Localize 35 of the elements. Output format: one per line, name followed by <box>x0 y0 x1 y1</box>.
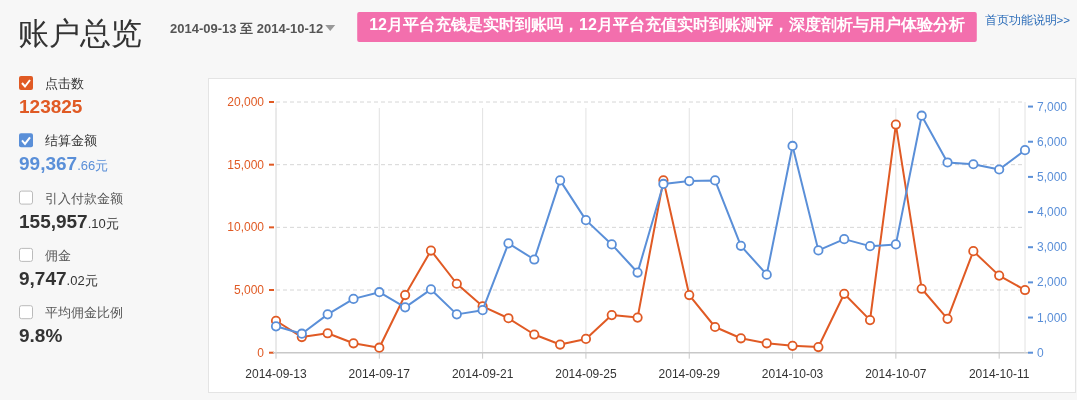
y2-tick-label: 6,000 <box>1037 134 1068 149</box>
y2-tick-label: 4,000 <box>1037 205 1068 220</box>
text: 123825 <box>19 96 83 117</box>
y2-tick-label: 7,000 <box>1037 99 1068 114</box>
y-tick-label: 15,000 <box>227 157 265 172</box>
text: 9.8% <box>19 325 63 347</box>
x-tick-label: 2014-09-17 <box>348 367 411 381</box>
y-tick-label: 0 <box>257 345 265 360</box>
y-tick-label: 20,000 <box>227 95 265 109</box>
text: 佣金 <box>45 247 71 263</box>
x-tick-label: 2014-09-13 <box>245 367 308 381</box>
y-tick-label: 5,000 <box>233 283 265 298</box>
x-tick-label: 2014-10-03 <box>761 367 824 381</box>
text: 2014-09-13 至 2014-10-12 <box>170 21 324 36</box>
text: 引入付款金额 <box>45 190 123 206</box>
chart-title: 12月平台充钱是实时到账吗，12月平台充值实时到账测评，深度剖析与用户体验分析 <box>369 15 965 33</box>
x-tick-label: 2014-09-29 <box>658 367 721 381</box>
legend-label: 点击数 <box>45 76 84 91</box>
x-tick-label: 2014-09-21 <box>451 367 514 381</box>
x-tick-label: 2014-09-25 <box>555 367 617 381</box>
legend-label: 结算金额 <box>45 133 97 149</box>
y2-tick-label: 5,000 <box>1037 169 1068 184</box>
text: 平均佣金比例 <box>45 305 123 321</box>
text: 首页功能说明>> <box>984 14 1071 26</box>
x-tick-label: 2014-10-07 <box>865 367 927 381</box>
y-tick-label: 10,000 <box>227 220 265 235</box>
text: 99,367.66元 <box>19 153 109 175</box>
text: 155,957.10元 <box>19 210 119 232</box>
text: 9,747.02元 <box>19 267 98 289</box>
y2-tick-label: 3,000 <box>1037 240 1068 255</box>
y2-tick-label: 0 <box>1037 345 1044 360</box>
text: 账户总览 <box>18 16 142 51</box>
y2-tick-label: 1,000 <box>1037 310 1068 325</box>
x-tick-label: 2014-10-11 <box>968 367 1030 381</box>
y2-tick-label: 2,000 <box>1037 275 1068 290</box>
